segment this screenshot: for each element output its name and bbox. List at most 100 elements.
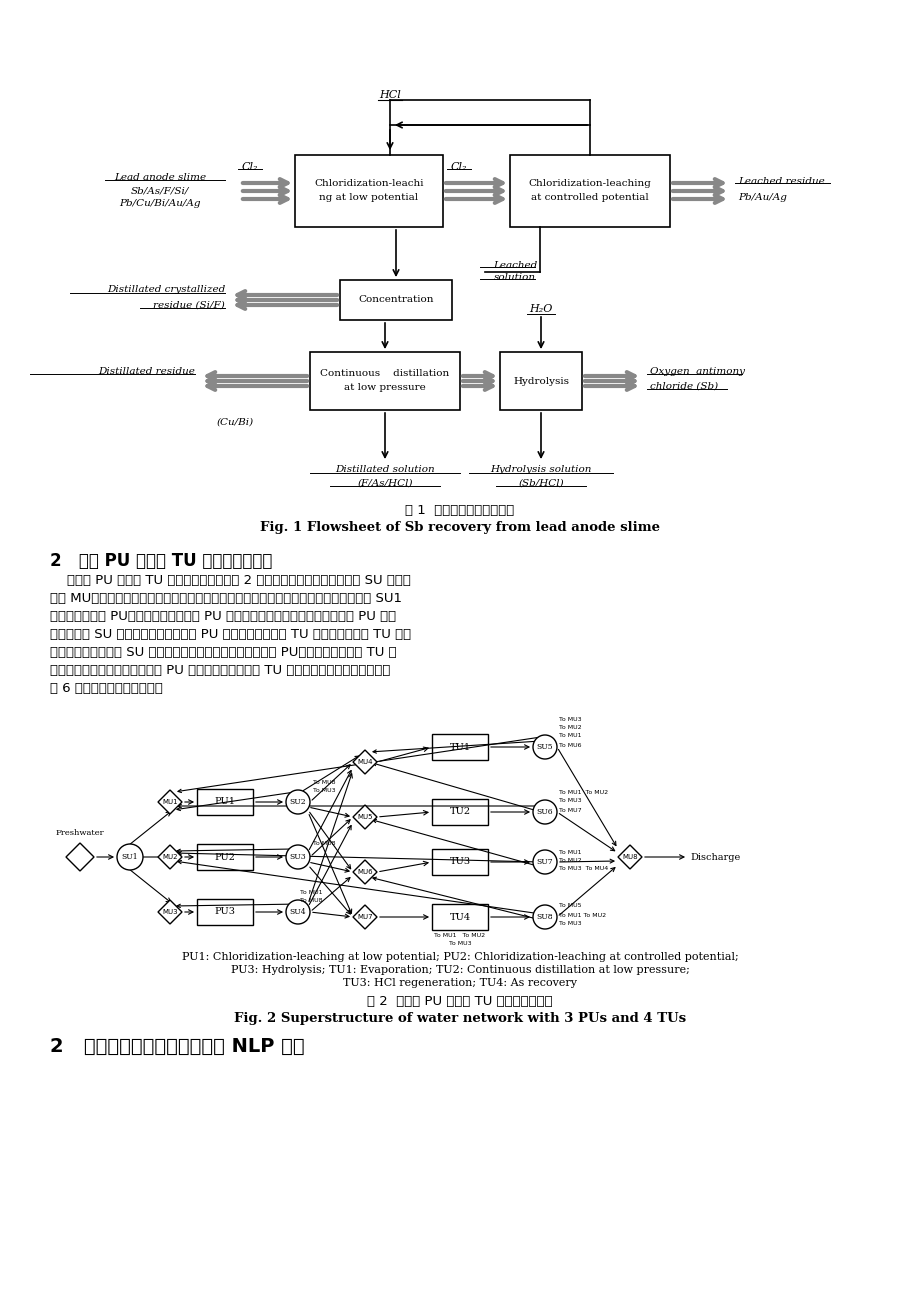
Text: 图 1  铅阳极泥锑回收流程图: 图 1 铅阳极泥锑回收流程图 (405, 504, 514, 517)
Text: Distillated solution: Distillated solution (335, 466, 435, 474)
Text: residue (Si/F): residue (Si/F) (153, 301, 225, 310)
Circle shape (532, 905, 556, 930)
Text: SU4: SU4 (289, 907, 306, 917)
Circle shape (532, 736, 556, 759)
Text: Fig. 1 Flowsheet of Sb recovery from lead anode slime: Fig. 1 Flowsheet of Sb recovery from lea… (260, 521, 659, 534)
Text: 2   铅阳极泥锑回水网络优化的 NLP 模型: 2 铅阳极泥锑回水网络优化的 NLP 模型 (50, 1036, 304, 1056)
Text: SU3: SU3 (289, 853, 306, 861)
Text: To MU2: To MU2 (559, 858, 581, 863)
Polygon shape (158, 900, 182, 924)
Text: 单元 MU，图中箭头只表示水相流动，不显示固相。图中可见，新鲜水进入水网络后经过 SU1: 单元 MU，图中箭头只表示水相流动，不显示固相。图中可见，新鲜水进入水网络后经过… (50, 592, 402, 605)
Text: PU1: PU1 (214, 798, 235, 806)
Text: Leached: Leached (493, 260, 537, 270)
Text: 的溶液经过 SU 分离可以直接进入其它 PU 回用，也可以进入 TU 处理。进入每个 TU 的流: 的溶液经过 SU 分离可以直接进入其它 PU 回用，也可以进入 TU 处理。进入… (50, 628, 411, 641)
Text: Continuous    distillation: Continuous distillation (320, 368, 449, 378)
Text: To MU8: To MU8 (300, 898, 323, 904)
Text: MU7: MU7 (357, 914, 372, 921)
Text: Lead anode slime: Lead anode slime (114, 172, 206, 181)
Text: Oxygen  antimony: Oxygen antimony (650, 366, 744, 375)
Text: HCl: HCl (379, 90, 401, 100)
Text: MU3: MU3 (162, 909, 177, 915)
Text: To MU1: To MU1 (559, 733, 581, 738)
Bar (197, 898, 253, 924)
Polygon shape (618, 845, 641, 868)
Text: To MU3: To MU3 (559, 798, 581, 803)
Circle shape (286, 790, 310, 814)
Text: 图 2  含三个 PU 和四个 TU 的水网络超结构: 图 2 含三个 PU 和四个 TU 的水网络超结构 (367, 995, 552, 1008)
Text: Freshwater: Freshwater (56, 829, 104, 837)
Circle shape (532, 850, 556, 874)
Circle shape (117, 844, 142, 870)
Text: MU8: MU8 (621, 854, 637, 861)
Text: 有 6 个不同去向的出口流股。: 有 6 个不同去向的出口流股。 (50, 682, 163, 695)
Text: MU6: MU6 (357, 868, 372, 875)
Text: To MU3: To MU3 (312, 788, 335, 793)
Text: Chloridization-leachi: Chloridization-leachi (314, 178, 424, 187)
Text: Concentration: Concentration (357, 296, 433, 305)
Bar (340, 280, 451, 320)
Polygon shape (353, 805, 377, 829)
Text: To MU8: To MU8 (312, 841, 335, 846)
Bar (432, 734, 487, 760)
Bar (509, 155, 669, 227)
Text: To MU6: To MU6 (559, 743, 581, 749)
Text: Distillated crystallized: Distillated crystallized (107, 285, 225, 294)
Polygon shape (158, 790, 182, 814)
Text: SU7: SU7 (536, 858, 552, 866)
Text: SU5: SU5 (536, 743, 552, 751)
Text: SU2: SU2 (289, 798, 306, 806)
Polygon shape (353, 905, 377, 930)
Text: solution: solution (494, 272, 536, 281)
Text: To MU1  To MU2: To MU1 To MU2 (559, 790, 607, 796)
Text: To MU3: To MU3 (559, 921, 581, 926)
Text: Sb/As/F/Si/: Sb/As/F/Si/ (130, 186, 189, 195)
Text: Cl₂: Cl₂ (450, 161, 467, 172)
Text: 2   三个 PU 与四个 TU 的水网络超结构: 2 三个 PU 与四个 TU 的水网络超结构 (50, 552, 272, 570)
Text: 股在废水再生后经过 SU 分离可以直接排放，可以再生回用至 PU，也可以送入其它 TU 继: 股在废水再生后经过 SU 分离可以直接排放，可以再生回用至 PU，也可以送入其它… (50, 646, 396, 659)
Bar (295, 155, 443, 227)
Text: TU3: TU3 (449, 858, 470, 867)
Text: Fig. 2 Superstructure of water network with 3 PUs and 4 TUs: Fig. 2 Superstructure of water network w… (233, 1012, 686, 1025)
Circle shape (532, 799, 556, 824)
Polygon shape (66, 842, 94, 871)
Text: MU4: MU4 (357, 759, 372, 766)
Text: To MU1 To MU2: To MU1 To MU2 (559, 913, 606, 918)
Text: chloride (Sb): chloride (Sb) (650, 381, 718, 391)
Text: MU5: MU5 (357, 814, 372, 820)
Bar (197, 844, 253, 870)
Text: SU8: SU8 (536, 913, 552, 921)
Text: To MU1   To MU2: To MU1 To MU2 (434, 934, 485, 937)
Bar (432, 799, 487, 825)
Text: To MU2: To MU2 (559, 725, 581, 730)
Text: TU4: TU4 (449, 913, 470, 922)
Bar (499, 352, 582, 410)
Text: To MU1: To MU1 (559, 850, 581, 855)
Text: at controlled potential: at controlled potential (530, 193, 648, 202)
Text: Pb/Cu/Bi/Au/Ag: Pb/Cu/Bi/Au/Ag (119, 199, 200, 208)
Text: H₂O: H₂O (528, 303, 552, 314)
Bar (432, 904, 487, 930)
Text: Leached residue: Leached residue (737, 177, 823, 185)
Text: To MU3: To MU3 (448, 941, 471, 947)
Text: Distillated residue: Distillated residue (98, 366, 195, 375)
Bar (432, 849, 487, 875)
Text: To MU7: To MU7 (559, 809, 581, 812)
Circle shape (286, 845, 310, 868)
Text: Hydrolysis: Hydrolysis (513, 376, 568, 385)
Text: TU1: TU1 (449, 742, 470, 751)
Text: MU1: MU1 (162, 799, 177, 805)
Text: To MU8: To MU8 (312, 780, 335, 785)
Text: 含三个 PU 与四个 TU 的水网络超结构如图 2 所示，水网络还包括分离单元 SU 和混合: 含三个 PU 与四个 TU 的水网络超结构如图 2 所示，水网络还包括分离单元 … (50, 574, 411, 587)
Circle shape (286, 900, 310, 924)
Text: Chloridization-leaching: Chloridization-leaching (528, 178, 651, 187)
Text: (Sb/HCl): (Sb/HCl) (517, 479, 563, 487)
Text: To MU3  To MU4: To MU3 To MU4 (559, 866, 607, 871)
Text: Hydrolysis solution: Hydrolysis solution (490, 466, 591, 474)
Text: To MU1: To MU1 (300, 891, 323, 894)
Text: Discharge: Discharge (689, 853, 740, 862)
Text: (F/As/HCl): (F/As/HCl) (357, 479, 413, 487)
Text: TU3: HCl regeneration; TU4: As recovery: TU3: HCl regeneration; TU4: As recovery (343, 978, 576, 988)
Text: SU6: SU6 (536, 809, 552, 816)
Text: 分成三股进各个 PU，流量不为零就表示 PU 需要新鲜水，反之则不需要。从每个 PU 出来: 分成三股进各个 PU，流量不为零就表示 PU 需要新鲜水，反之则不需要。从每个 … (50, 611, 396, 622)
Text: PU3: PU3 (214, 907, 235, 917)
